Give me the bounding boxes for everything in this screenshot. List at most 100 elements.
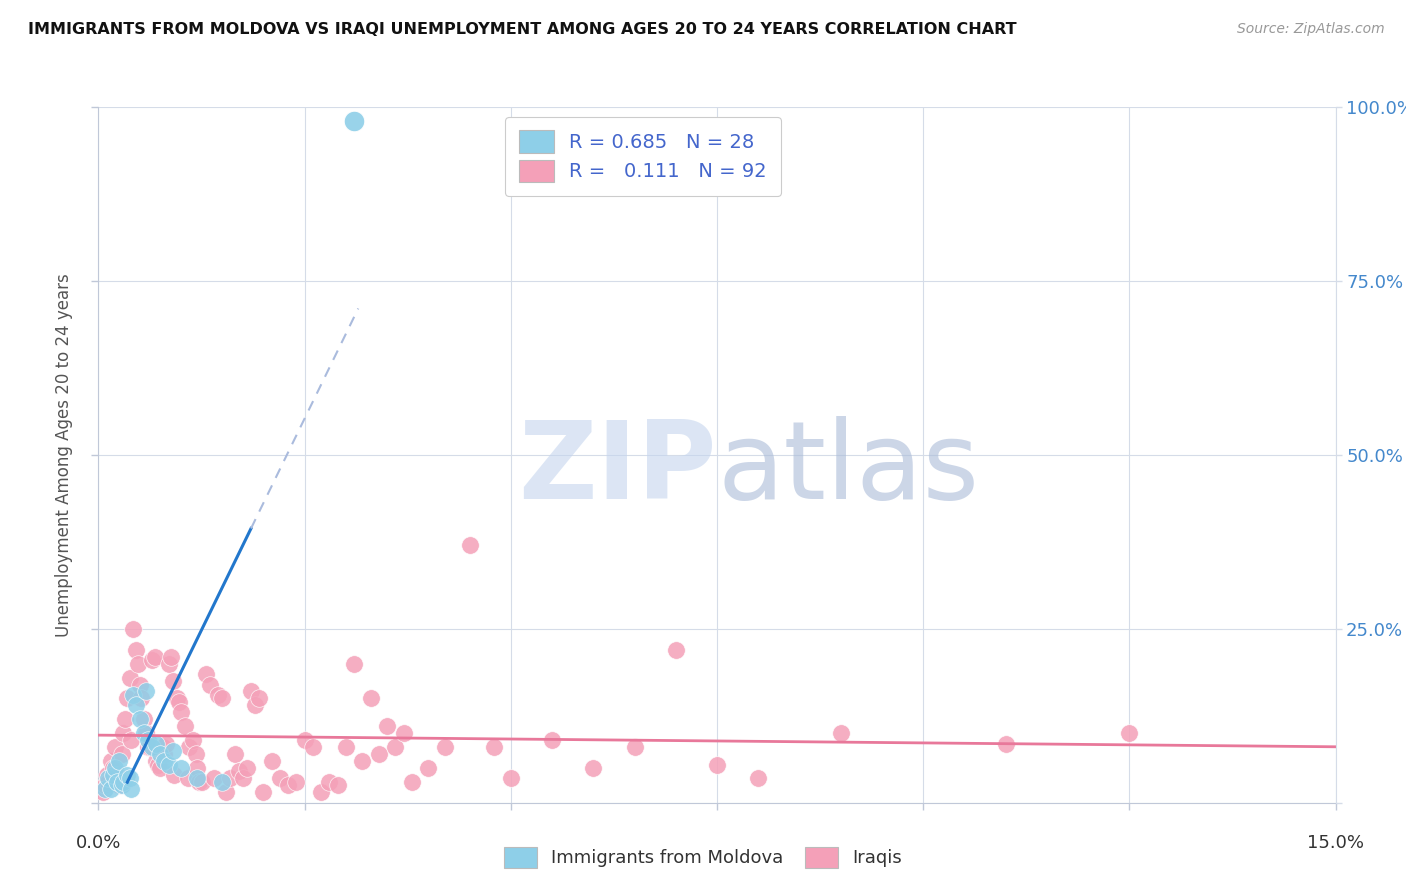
Text: Source: ZipAtlas.com: Source: ZipAtlas.com xyxy=(1237,22,1385,37)
Point xyxy=(153,754,176,768)
Point xyxy=(108,754,131,768)
Point xyxy=(167,695,190,709)
Point xyxy=(830,726,852,740)
Point xyxy=(131,691,153,706)
Point xyxy=(623,740,645,755)
Point xyxy=(747,772,769,786)
Point xyxy=(162,744,184,758)
Legend: Immigrants from Moldova, Iraqis: Immigrants from Moldova, Iraqis xyxy=(494,836,912,879)
Point xyxy=(104,761,127,775)
Point xyxy=(128,712,150,726)
Point xyxy=(285,775,308,789)
Point xyxy=(260,754,283,768)
Point xyxy=(418,761,440,775)
Point xyxy=(186,772,208,786)
Point xyxy=(135,684,157,698)
Point xyxy=(132,712,155,726)
Point xyxy=(170,761,193,775)
Legend: R = 0.685   N = 28, R =   0.111   N = 92: R = 0.685 N = 28, R = 0.111 N = 92 xyxy=(505,117,780,195)
Point xyxy=(105,768,128,782)
Point xyxy=(122,688,145,702)
Point xyxy=(302,740,325,755)
Point xyxy=(243,698,266,713)
Point xyxy=(105,775,128,789)
Point xyxy=(188,775,211,789)
Point xyxy=(136,733,159,747)
Text: atlas: atlas xyxy=(717,416,979,522)
Point xyxy=(224,747,246,761)
Point xyxy=(384,740,406,755)
Point xyxy=(97,772,120,786)
Text: 0.0%: 0.0% xyxy=(76,834,121,852)
Point xyxy=(228,764,250,779)
Point xyxy=(706,757,728,772)
Point xyxy=(97,775,120,789)
Point xyxy=(202,772,225,786)
Point xyxy=(141,653,163,667)
Point xyxy=(103,768,125,782)
Point xyxy=(375,719,398,733)
Point xyxy=(104,740,127,755)
Point xyxy=(117,691,139,706)
Point xyxy=(335,740,357,755)
Point xyxy=(318,775,340,789)
Point xyxy=(367,747,389,761)
Point xyxy=(120,733,142,747)
Point xyxy=(582,761,605,775)
Point xyxy=(114,712,136,726)
Point xyxy=(110,778,132,792)
Point xyxy=(163,768,186,782)
Point xyxy=(124,642,146,657)
Point xyxy=(174,719,197,733)
Point xyxy=(128,677,150,691)
Point xyxy=(170,706,193,720)
Point xyxy=(352,754,374,768)
Point xyxy=(401,775,423,789)
Point xyxy=(124,698,146,713)
Y-axis label: Unemployment Among Ages 20 to 24 years: Unemployment Among Ages 20 to 24 years xyxy=(55,273,73,637)
Point xyxy=(1118,726,1140,740)
Point xyxy=(181,733,204,747)
Point xyxy=(433,740,456,755)
Point xyxy=(277,778,299,792)
Point xyxy=(122,622,145,636)
Point xyxy=(184,747,207,761)
Point xyxy=(294,733,316,747)
Point xyxy=(360,691,382,706)
Point xyxy=(176,772,198,786)
Point xyxy=(153,747,176,761)
Point xyxy=(112,726,135,740)
Point xyxy=(127,657,149,671)
Point xyxy=(211,691,233,706)
Point xyxy=(152,740,174,755)
Point xyxy=(326,778,349,792)
Point xyxy=(143,649,166,664)
Point xyxy=(247,691,270,706)
Point xyxy=(91,785,114,799)
Point xyxy=(157,757,180,772)
Point xyxy=(219,772,242,786)
Point xyxy=(162,674,184,689)
Point xyxy=(392,726,415,740)
Point xyxy=(110,747,132,761)
Point xyxy=(166,691,188,706)
Point xyxy=(94,781,117,796)
Point xyxy=(994,737,1017,751)
Text: 15.0%: 15.0% xyxy=(1308,834,1364,852)
Point xyxy=(136,740,159,755)
Point xyxy=(541,733,564,747)
Point xyxy=(108,778,131,792)
Point xyxy=(149,761,172,775)
Point xyxy=(145,737,167,751)
Point xyxy=(118,772,141,786)
Point xyxy=(232,772,254,786)
Point xyxy=(215,785,238,799)
Point xyxy=(198,677,221,691)
Point xyxy=(458,538,481,552)
Point xyxy=(207,688,229,702)
Point xyxy=(146,757,169,772)
Point xyxy=(269,772,291,786)
Point xyxy=(309,785,332,799)
Point xyxy=(240,684,263,698)
Point xyxy=(117,768,139,782)
